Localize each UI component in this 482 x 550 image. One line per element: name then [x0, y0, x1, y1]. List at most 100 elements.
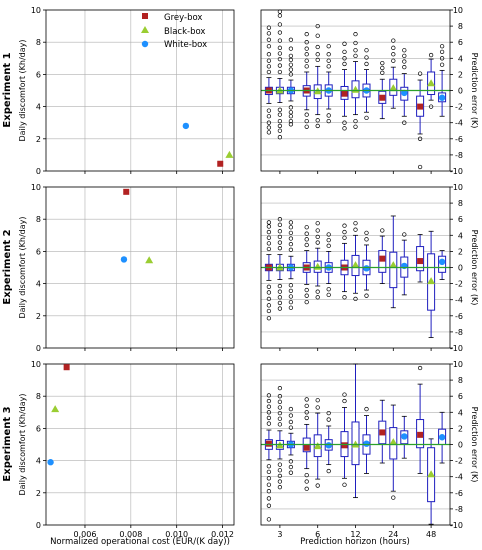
y-tick-label: -10 [450, 167, 463, 176]
y-tick-label: 0 [458, 264, 463, 273]
box-flier [288, 294, 294, 299]
x-tick-label: 0.010 [165, 530, 188, 539]
box-flier [304, 479, 309, 484]
box-flier [326, 232, 331, 237]
box-flier [304, 58, 309, 63]
box-median-marker [389, 261, 398, 269]
box-flier [315, 240, 320, 245]
box-flier [402, 53, 407, 59]
box-flier [266, 246, 272, 252]
box-flier [326, 237, 331, 243]
box-flier [288, 57, 294, 63]
y-tick-label: 10 [453, 360, 463, 369]
y-axis-label: Daily discomfort (Kh/day) [18, 217, 27, 319]
box-flier [304, 52, 309, 57]
y-axis-label: Prediction error (K) [470, 53, 479, 129]
box-flier [402, 59, 407, 64]
y-tick-label: 4 [458, 408, 463, 417]
data-point [63, 364, 70, 371]
box-median-marker [427, 470, 436, 478]
y-tick-label: 4 [458, 54, 463, 63]
box-flier [342, 223, 347, 228]
box-flier [353, 53, 358, 59]
box-flier [288, 62, 294, 67]
box-flier [353, 48, 358, 53]
box-median-marker [363, 265, 370, 272]
box-flier [266, 464, 272, 469]
box-flier [417, 164, 423, 170]
box-flier [277, 473, 283, 479]
box-flier [364, 230, 369, 236]
box-flier [277, 234, 283, 240]
box-flier [364, 48, 369, 53]
box-median-marker [401, 262, 408, 270]
box-flier [326, 243, 331, 248]
box-flier [266, 69, 272, 75]
box-flier [266, 316, 272, 321]
x-tick-label: 0.006 [74, 530, 97, 539]
box-flier [380, 60, 385, 66]
box-flier [402, 65, 407, 70]
box-flier [277, 306, 283, 311]
y-tick-label: -4 [455, 296, 463, 305]
box-flier [380, 228, 385, 233]
box-median-marker [401, 433, 408, 440]
box-flier [277, 410, 283, 416]
box-flier [304, 32, 309, 37]
box-flier [288, 459, 294, 464]
y-tick-label: 8 [36, 215, 41, 224]
box-flier [266, 31, 272, 36]
box-flier [277, 63, 283, 68]
box-flier [315, 52, 320, 57]
row-label-1: Experiment 1 [2, 52, 13, 127]
cost-xlabel: Normalized operational cost (EUR/(K day)… [50, 537, 230, 547]
box-flier [315, 123, 320, 129]
legend-grey-label: Grey-box [164, 13, 202, 23]
box-flier [277, 13, 283, 18]
box-flier [266, 224, 272, 229]
box-flier [277, 118, 283, 124]
box-flier [326, 118, 331, 124]
box-flier [342, 126, 347, 131]
y-tick-label: 10 [31, 6, 41, 15]
box-flier [277, 485, 283, 490]
plot-frame [45, 363, 235, 526]
box-flier [342, 56, 347, 61]
error-xlabel: Prediction horizon (hours) [300, 537, 410, 547]
box-flier [304, 112, 309, 117]
data-point [182, 122, 190, 130]
error-panel-1: -10 -8 -6 -4 -2 0 2 4 6 8 10 Prediction error (K) [260, 6, 479, 176]
box-flier [266, 37, 272, 42]
box-flier [326, 410, 331, 416]
data-point [217, 160, 224, 167]
box-flier [353, 118, 358, 124]
data-point [145, 256, 154, 264]
y-tick-label: -2 [455, 103, 463, 112]
y-tick-label: -6 [455, 135, 463, 144]
box-flier [277, 479, 283, 484]
box-median-marker [401, 89, 408, 97]
box-median-marker [417, 258, 424, 265]
y-tick-label: 10 [31, 183, 41, 192]
box-median-marker [438, 258, 446, 266]
box-flier [266, 517, 272, 522]
box-flier [364, 293, 369, 298]
y-axis-label: Prediction error (K) [470, 407, 479, 483]
box-flier [288, 242, 294, 247]
box-flier [326, 58, 331, 63]
y-tick-label: 8 [458, 376, 463, 385]
box-flier [266, 284, 272, 289]
box-flier [342, 482, 347, 487]
box-flier [288, 464, 294, 470]
y-tick-label: 8 [458, 199, 463, 208]
box-median-marker [379, 94, 386, 101]
box-flier [288, 413, 294, 418]
box-flier [353, 40, 358, 46]
y-tick-label: -2 [455, 457, 463, 466]
box-flier [277, 217, 283, 222]
box-median-marker [379, 255, 386, 262]
box-flier [315, 118, 320, 123]
box-flier [266, 415, 272, 421]
box-body [389, 251, 398, 289]
box-flier [277, 386, 283, 391]
